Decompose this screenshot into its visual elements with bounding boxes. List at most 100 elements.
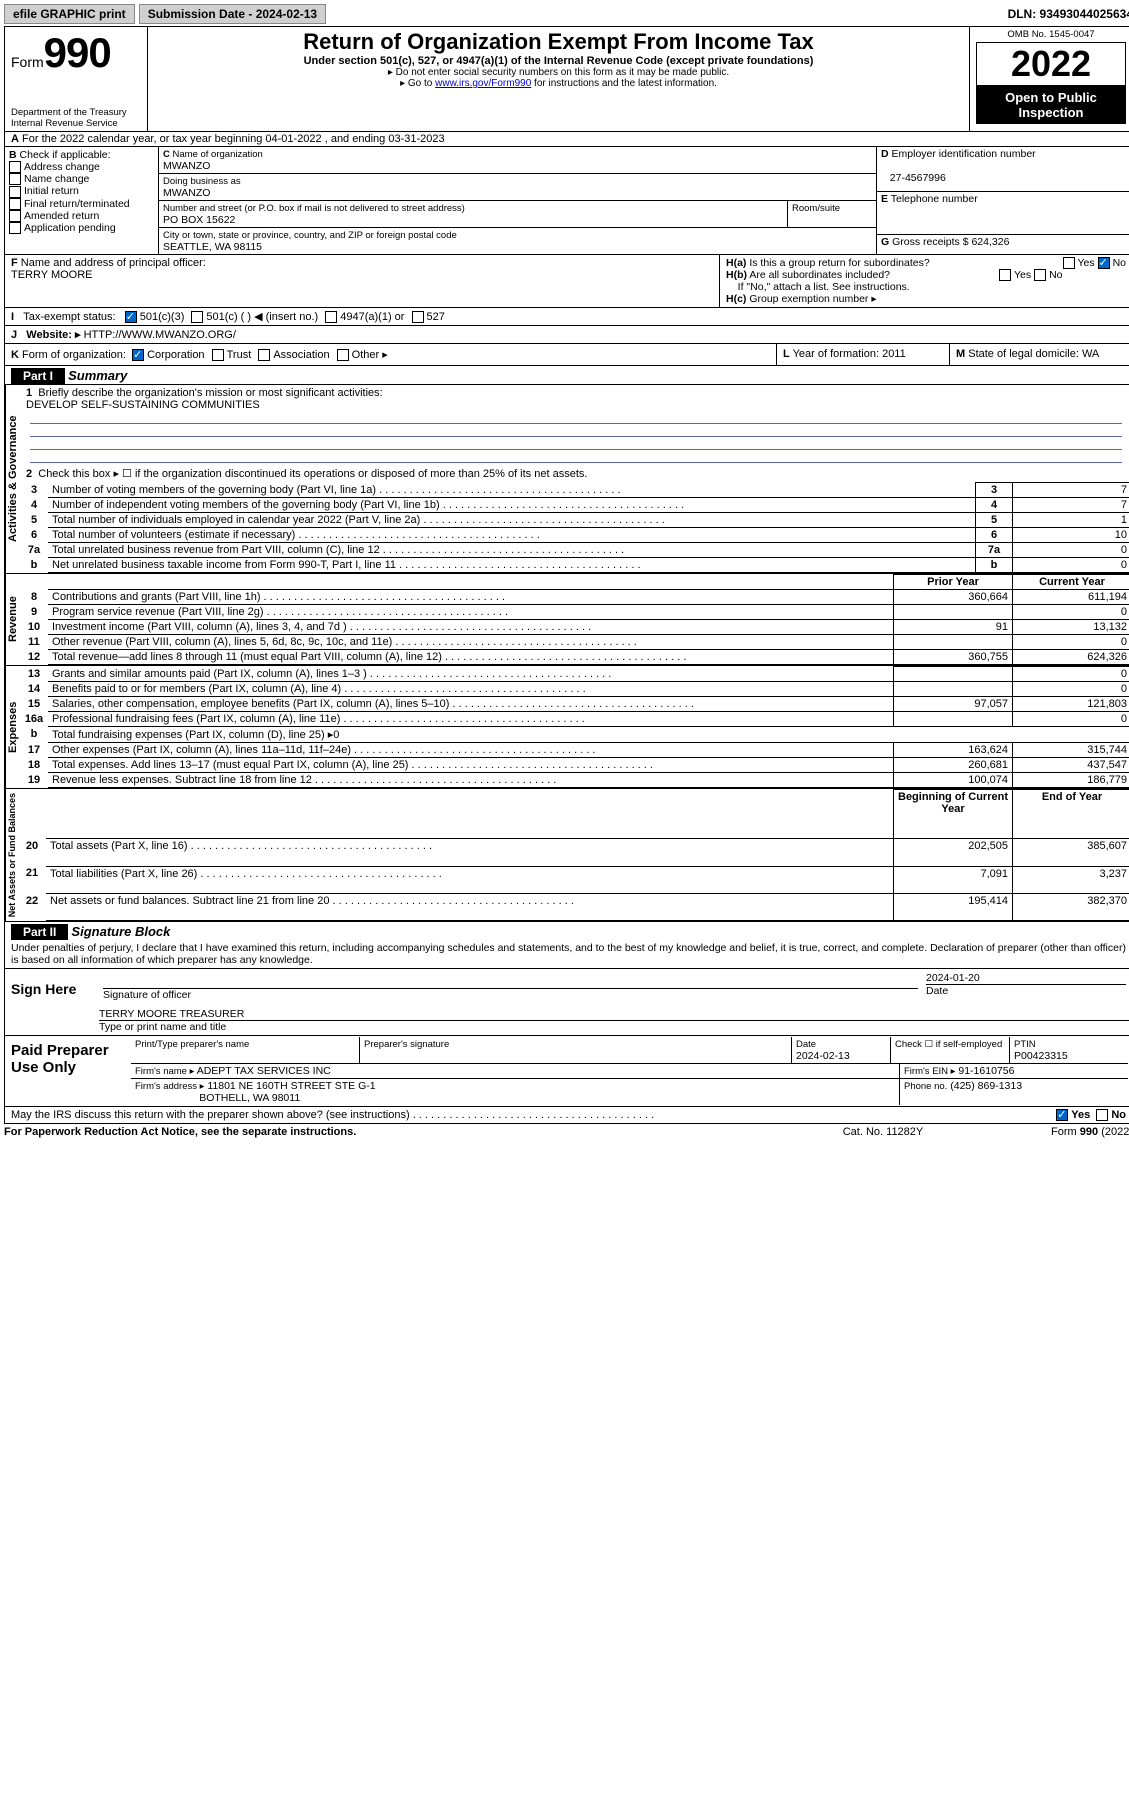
form-org-label: Form of organization:	[22, 349, 126, 361]
row-num: 11	[20, 635, 48, 650]
paid-preparer-block: Paid Preparer Use Only Print/Type prepar…	[5, 1035, 1129, 1106]
row-num: 18	[20, 758, 48, 773]
other-checkbox[interactable]	[337, 349, 349, 361]
row-num: 4	[20, 498, 48, 513]
row-value: 0	[1013, 558, 1129, 573]
ha-yes-checkbox[interactable]	[1063, 257, 1075, 269]
501c3-checkbox[interactable]	[125, 311, 137, 323]
assoc-checkbox[interactable]	[258, 349, 270, 361]
row-curr: 0	[1013, 605, 1129, 620]
row-text: Other expenses (Part IX, column (A), lin…	[48, 743, 894, 758]
footer-left: For Paperwork Reduction Act Notice, see …	[4, 1126, 783, 1138]
side-label-net: Net Assets or Fund Balances	[5, 789, 18, 921]
form-container: Form990 Department of the Treasury Inter…	[4, 26, 1129, 1124]
row-num: 6	[20, 528, 48, 543]
ein-value: 27-4567996	[890, 172, 946, 184]
summary-expenses: Expenses 13 Grants and similar amounts p…	[5, 665, 1129, 788]
501c-checkbox[interactable]	[191, 311, 203, 323]
amended-return-checkbox[interactable]	[9, 210, 21, 222]
row-num: 19	[20, 773, 48, 788]
row-prior: 100,074	[894, 773, 1013, 788]
side-label-rev: Revenue	[5, 574, 20, 665]
q2-label: Check this box ▸ ☐ if the organization d…	[38, 468, 587, 480]
row-value: 7	[1013, 483, 1129, 498]
section-f-h: F Name and address of principal officer:…	[5, 255, 1129, 308]
opt-app-pending: Application pending	[24, 222, 116, 234]
hb-note: If "No," attach a list. See instructions…	[738, 281, 910, 293]
ptin-label: PTIN	[1014, 1039, 1036, 1050]
address-change-checkbox[interactable]	[9, 161, 21, 173]
row-prior: 260,681	[894, 758, 1013, 773]
prep-name-label: Print/Type preparer's name	[135, 1039, 249, 1050]
hb-yes: Yes	[1014, 269, 1031, 281]
row-num: 21	[18, 866, 46, 893]
row-curr: 385,607	[1013, 839, 1129, 866]
tax-year: 2022	[976, 42, 1126, 86]
submission-date-button[interactable]: Submission Date - 2024-02-13	[139, 4, 326, 24]
rev-table: Prior Year Current Year8 Contributions a…	[20, 574, 1129, 665]
trust-checkbox[interactable]	[212, 349, 224, 361]
row-num: 3	[20, 483, 48, 498]
col-curr: Current Year	[1013, 575, 1129, 590]
row-value: 10	[1013, 528, 1129, 543]
row-num: 15	[20, 697, 48, 712]
ha-yes: Yes	[1078, 257, 1095, 269]
irs-link[interactable]: www.irs.gov/Form990	[435, 78, 531, 89]
paid-preparer-label: Paid Preparer Use Only	[5, 1036, 127, 1106]
ha-no-checkbox[interactable]	[1098, 257, 1110, 269]
4947-checkbox[interactable]	[325, 311, 337, 323]
row-curr: 0	[1013, 635, 1129, 650]
hb-yes-checkbox[interactable]	[999, 269, 1011, 281]
row-ref: 3	[976, 483, 1013, 498]
row-prior	[894, 712, 1013, 727]
may-irs-no: No	[1111, 1109, 1126, 1121]
corp-checkbox[interactable]	[132, 349, 144, 361]
row-num: b	[20, 727, 48, 743]
hb-no-checkbox[interactable]	[1034, 269, 1046, 281]
row-ref: 4	[976, 498, 1013, 513]
city-label: City or town, state or province, country…	[163, 230, 457, 241]
row-value: 1	[1013, 513, 1129, 528]
row-value: 7	[1013, 498, 1129, 513]
row-text: Total unrelated business revenue from Pa…	[48, 543, 976, 558]
app-pending-checkbox[interactable]	[9, 222, 21, 234]
efile-button[interactable]: efile GRAPHIC print	[4, 4, 135, 24]
city-value: SEATTLE, WA 98115	[163, 241, 262, 253]
name-change-checkbox[interactable]	[9, 173, 21, 185]
side-label-exp: Expenses	[5, 666, 20, 788]
527-checkbox[interactable]	[412, 311, 424, 323]
final-return-checkbox[interactable]	[9, 198, 21, 210]
phone-label: Telephone number	[891, 193, 978, 205]
state-domicile: State of legal domicile: WA	[968, 348, 1099, 360]
row-ref: b	[976, 558, 1013, 573]
row-text: Other revenue (Part VIII, column (A), li…	[48, 635, 894, 650]
may-irs-yes-checkbox[interactable]	[1056, 1109, 1068, 1121]
officer-label: Name and address of principal officer:	[21, 257, 206, 269]
tax-year-line: For the 2022 calendar year, or tax year …	[22, 133, 445, 145]
row-num: 9	[20, 605, 48, 620]
prep-date-value: 2024-02-13	[796, 1050, 850, 1062]
opt-501c: 501(c) ( ) ◀ (insert no.)	[206, 310, 318, 323]
initial-return-checkbox[interactable]	[9, 186, 21, 198]
firm-addr1: 11801 NE 160TH STREET STE G-1	[207, 1080, 375, 1092]
row-curr: 437,547	[1013, 758, 1129, 773]
row-text: Benefits paid to or for members (Part IX…	[48, 682, 894, 697]
row-prior: 7,091	[894, 866, 1013, 893]
q1-label: Briefly describe the organization's miss…	[38, 387, 382, 399]
may-irs-no-checkbox[interactable]	[1096, 1109, 1108, 1121]
dept-label: Department of the Treasury	[11, 107, 141, 118]
org-name-label: Name of organization	[173, 149, 263, 160]
row-text: Net unrelated business taxable income fr…	[48, 558, 976, 573]
check-applicable-label: Check if applicable:	[20, 149, 111, 161]
row-prior	[894, 667, 1013, 682]
officer-type-label: Type or print name and title	[99, 1021, 226, 1033]
row-text: Total fundraising expenses (Part IX, col…	[48, 727, 1129, 743]
room-label: Room/suite	[792, 203, 840, 214]
row-text: Program service revenue (Part VIII, line…	[48, 605, 894, 620]
prep-phone-value: (425) 869-1313	[950, 1080, 1022, 1092]
part1-title: Summary	[68, 368, 127, 383]
ha-no: No	[1113, 257, 1126, 269]
summary-revenue: Revenue Prior Year Current Year8 Contrib…	[5, 573, 1129, 665]
summary-netassets: Net Assets or Fund Balances Beginning of…	[5, 788, 1129, 921]
row-curr: 382,370	[1013, 894, 1129, 921]
